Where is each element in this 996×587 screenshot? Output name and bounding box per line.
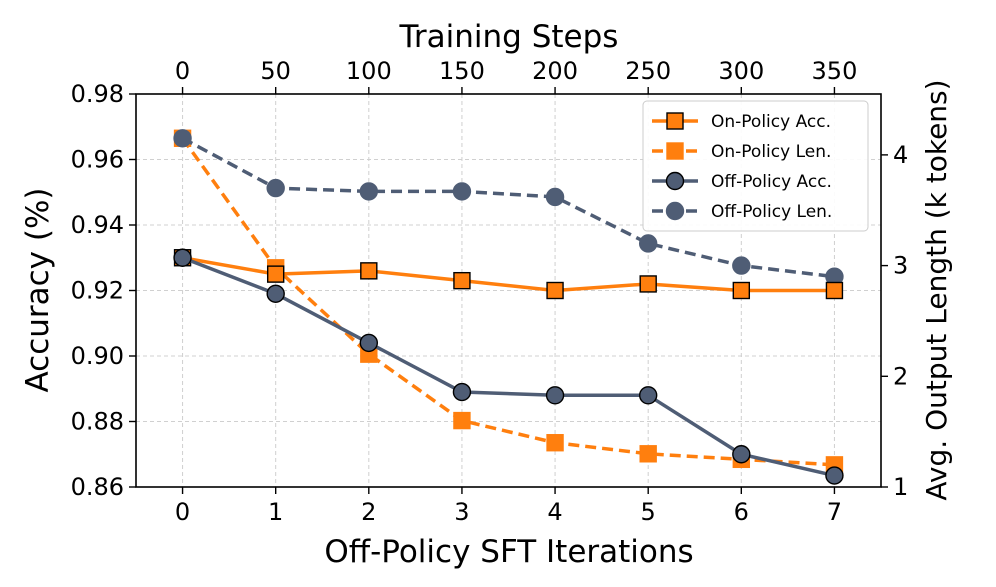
data-point-off-policy-len (173, 129, 192, 148)
legend-box (642, 100, 869, 232)
top-tick-label: 150 (439, 57, 485, 85)
x-tick-label: 7 (827, 498, 842, 526)
top-tick-label: 200 (532, 57, 578, 85)
left-tick-label: 0.94 (71, 211, 124, 239)
legend-label-on-policy-acc: On-Policy Acc. (711, 112, 831, 132)
right-tick-label: 1 (893, 473, 908, 501)
data-point-off-policy-acc (173, 248, 192, 267)
x-tick-label: 6 (734, 498, 749, 526)
left-tick-label: 0.92 (71, 277, 124, 305)
series-line-on-policy-len (181, 137, 835, 467)
data-point-on-policy-acc (453, 271, 471, 290)
left-axis-title: Accuracy (%) (20, 187, 56, 392)
x-tick-label: 3 (454, 498, 469, 526)
data-point-off-policy-acc (732, 445, 751, 464)
legend: On-Policy Acc. On-Policy Len. Off-Policy… (642, 100, 869, 232)
left-tick-label: 0.98 (71, 80, 124, 108)
right-tick-label: 3 (893, 252, 908, 280)
data-point-off-policy-len (266, 178, 285, 198)
right-tick-label: 2 (893, 362, 908, 390)
legend-label-off-policy-acc: Off-Policy Acc. (711, 172, 832, 192)
x-tick-label: 2 (361, 498, 376, 526)
top-axis-title: Training Steps (399, 19, 619, 55)
series-off-policy-acc (173, 248, 844, 485)
data-point-off-policy-acc (452, 382, 472, 402)
top-tick-label: 100 (346, 57, 392, 85)
data-point-off-policy-acc (638, 386, 658, 405)
data-point-off-policy-len (732, 256, 751, 275)
data-point-off-policy-len (452, 182, 472, 201)
top-tick-label: 350 (812, 57, 858, 85)
legend-marker-off-policy-acc (665, 171, 685, 191)
series-off-policy-len (173, 129, 844, 286)
legend-items: On-Policy Acc. On-Policy Len. Off-Policy… (652, 112, 832, 222)
legend-marker-on-policy-acc (666, 112, 684, 130)
top-tick-label: 50 (260, 57, 291, 85)
data-point-on-policy-len (639, 445, 657, 463)
x-tick-label: 5 (641, 498, 656, 526)
data-point-off-policy-acc (266, 284, 285, 303)
data-point-off-policy-len (359, 182, 379, 201)
series-layer (173, 129, 844, 485)
data-point-on-policy-len (546, 434, 564, 452)
legend-marker-on-policy-len (666, 142, 684, 160)
top-tick-label: 250 (625, 57, 671, 85)
legend-label-off-policy-len: Off-Policy Len. (711, 202, 832, 222)
x-tick-label: 4 (547, 498, 562, 526)
data-point-on-policy-acc (266, 265, 285, 283)
left-tick-label: 0.96 (71, 146, 124, 174)
data-point-on-policy-acc (639, 275, 657, 293)
legend-label-on-policy-len: On-Policy Len. (711, 142, 831, 162)
left-tick-label: 0.90 (71, 342, 124, 370)
left-tick-label: 0.88 (71, 408, 124, 436)
series-line-on-policy-acc (182, 256, 835, 293)
left-tick-label: 0.86 (71, 473, 124, 501)
series-line-off-policy-acc (181, 256, 835, 478)
legend-marker-off-policy-len (665, 201, 685, 221)
series-line-off-policy-len (181, 136, 835, 279)
data-point-on-policy-len (453, 411, 471, 430)
data-point-off-policy-acc (545, 386, 565, 405)
data-point-on-policy-acc (360, 262, 378, 280)
right-tick-label: 4 (893, 141, 908, 169)
data-point-off-policy-acc (359, 333, 379, 353)
x-tick-label: 0 (175, 498, 190, 526)
top-tick-label: 0 (175, 57, 190, 85)
top-tick-label: 300 (718, 57, 764, 85)
data-point-on-policy-acc (732, 281, 751, 300)
x-axis-title: Off-Policy SFT Iterations (324, 534, 693, 570)
data-point-on-policy-acc (825, 281, 844, 300)
x-tick-label: 1 (268, 498, 283, 526)
ticks: 001502100315042005250630073500.860.880.9… (71, 57, 909, 526)
data-point-off-policy-acc (825, 466, 844, 485)
data-point-off-policy-len (638, 234, 658, 253)
right-axis-title: Avg. Output Length (k tokens) (920, 79, 953, 500)
data-point-on-policy-acc (546, 281, 564, 300)
data-point-off-policy-len (545, 187, 565, 207)
